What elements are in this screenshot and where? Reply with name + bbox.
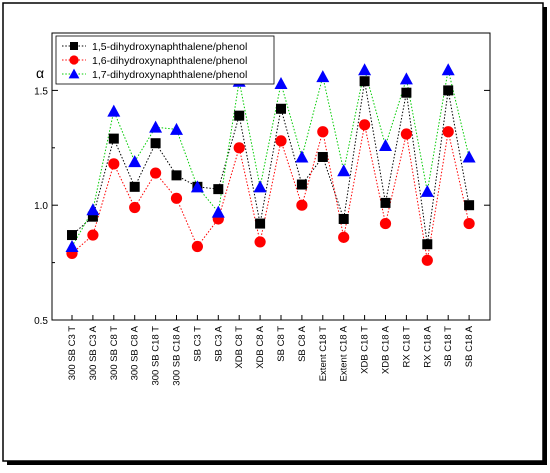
data-point-square [67,230,77,241]
data-point-circle [108,158,120,170]
data-point-circle [400,128,412,140]
data-point-circle [129,201,141,214]
data-point-circle [87,229,99,241]
data-point-triangle [295,150,309,163]
data-point-triangle [149,120,163,133]
data-point-triangle [441,63,455,76]
y-tick-label: 1.0 [34,201,48,212]
data-point-triangle [128,155,142,168]
data-point-circle [296,199,308,211]
data-point-square [108,133,119,144]
x-axis: 300 SB C3 T 300 SB C3 A 300 SB C8 T 300 SB … [67,315,475,386]
x-tick-label: RX C18 A [422,325,433,367]
x-tick-label: SB C18 T [443,326,454,367]
data-point-circle [150,167,162,179]
x-tick-label: 300 SB C18 A [172,325,183,385]
data-point-circle [233,142,245,154]
data-point-circle [421,254,433,266]
x-tick-label: XDB C18 T [360,326,371,374]
data-point-triangle [190,180,204,193]
data-point-square [380,197,391,208]
x-tick-label: RX C18 T [401,326,412,368]
data-point-square [276,103,286,114]
data-point-circle [317,126,329,138]
y-axis: 0.5 1.0 1.5 [34,86,490,327]
data-point-triangle [86,203,100,216]
data-point-triangle [399,72,413,85]
data-point-triangle [211,205,225,218]
series-line [71,124,470,261]
x-tick-label: SB C3 A [213,325,224,362]
legend-marker-triangle [68,68,80,79]
data-point-square [401,87,412,98]
x-tick-label: XDB C8 T [234,326,245,369]
data-point-circle [359,119,371,131]
data-point-triangle [358,63,372,76]
data-point-square [255,218,266,229]
x-tick-label: Extent C18 A [339,325,350,381]
x-tick-label: 300 SB C18 T [151,326,162,386]
data-point-circle [463,217,475,230]
legend: 1,5-dihydroxynaphthalene/phenol 1,6-dihyd… [55,35,275,85]
data-point-square [296,179,307,190]
legend-marker-circle [69,55,79,65]
legend-label: 1,5-dihydroxynaphthalene/phenol [92,41,247,53]
data-point-square [171,170,182,181]
x-tick-label: SB C8 T [276,326,287,362]
data-point-square [87,211,98,222]
x-tick-label: Extent C18 T [318,326,329,381]
data-point-square [443,85,454,96]
data-point-circle [170,192,183,204]
x-tick-label: 300 SB C3 T [67,326,78,380]
data-point-square [359,76,370,87]
data-point-circle [338,231,350,243]
y-tick-label: 1.5 [34,86,48,97]
data-point-triangle [65,240,79,253]
y-tick-label: 0.5 [34,316,48,327]
x-tick-label: 300 SB C8 A [130,325,141,380]
data-point-circle [442,126,454,138]
series-lines [71,69,470,261]
series-line [71,81,470,245]
x-tick-label: XDB C18 A [381,325,392,374]
data-point-triangle [420,184,434,197]
x-tick-label: SB C8 A [297,325,308,362]
data-point-circle [254,236,266,248]
legend-label: 1,6-dihydroxynaphthalene/phenol [92,55,247,67]
data-point-triangle [107,104,121,117]
data-point-triangle [337,164,351,177]
data-point-triangle [170,122,183,135]
legend-marker-square [70,42,78,50]
data-point-triangle [274,77,288,90]
data-point-square [129,181,140,192]
data-point-square [338,213,349,224]
data-point-square [317,151,328,162]
data-point-triangle [253,180,267,193]
data-point-circle [275,135,287,147]
x-tick-label: 300 SB C3 A [88,325,99,380]
data-point-circle [191,240,203,253]
data-point-square [213,184,224,195]
plot-area [51,32,491,321]
data-point-square [422,239,433,250]
legend-label: 1,7-dihydroxynaphthalene/phenol [92,69,247,81]
x-tick-label: SB C3 T [192,326,203,362]
data-point-triangle [379,139,392,152]
data-point-triangle [462,150,476,163]
x-tick-label: XDB C8 A [255,325,266,368]
x-tick-label: 300 SB C8 T [109,326,120,380]
data-point-square [464,200,475,211]
data-point-circle [379,217,392,230]
y-axis-label: α [36,65,44,81]
legend-box [55,35,275,85]
data-point-square [234,110,245,121]
data-point-triangle [316,70,330,83]
x-tick-label: SB C18 A [464,325,475,367]
data-point-square [150,138,161,149]
series-markers [65,63,476,266]
